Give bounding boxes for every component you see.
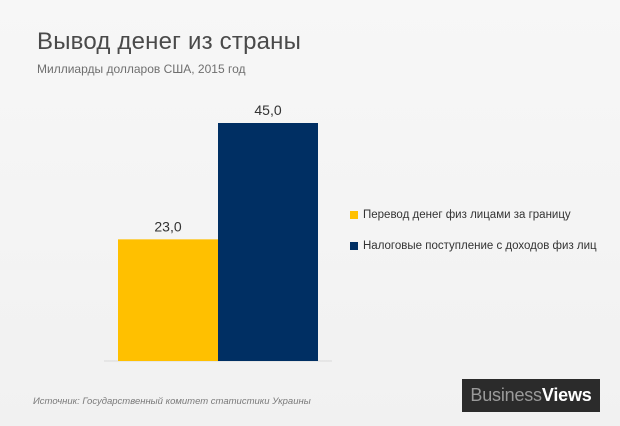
data-label-tax-revenue: 45,0 — [254, 102, 281, 118]
brand-logo: Business Views — [462, 379, 600, 412]
legend: Перевод денег физ лицами за границу Нало… — [350, 206, 597, 268]
logo-text-business: Business — [470, 385, 542, 405]
chart-title: Вывод денег из страны — [37, 28, 302, 55]
legend-label-tax-revenue: Налоговые поступление с доходов физ лиц — [363, 240, 597, 252]
legend-item-tax-revenue: Налоговые поступление с доходов физ лиц — [350, 237, 597, 255]
bar-transfer-abroad — [118, 239, 218, 361]
legend-swatch-tax-revenue — [350, 242, 358, 250]
legend-item-transfer-abroad: Перевод денег физ лицами за границу — [350, 206, 597, 224]
chart-subtitle: Миллиарды долларов США, 2015 год — [37, 62, 246, 76]
legend-label-transfer-abroad: Перевод денег физ лицами за границу — [363, 209, 571, 221]
source-note: Источник: Государственный комитет статис… — [33, 396, 311, 407]
legend-swatch-transfer-abroad — [350, 211, 358, 219]
bar-tax-revenue — [218, 123, 318, 361]
logo-text-views: Views — [541, 385, 592, 405]
data-label-transfer-abroad: 23,0 — [154, 218, 181, 234]
